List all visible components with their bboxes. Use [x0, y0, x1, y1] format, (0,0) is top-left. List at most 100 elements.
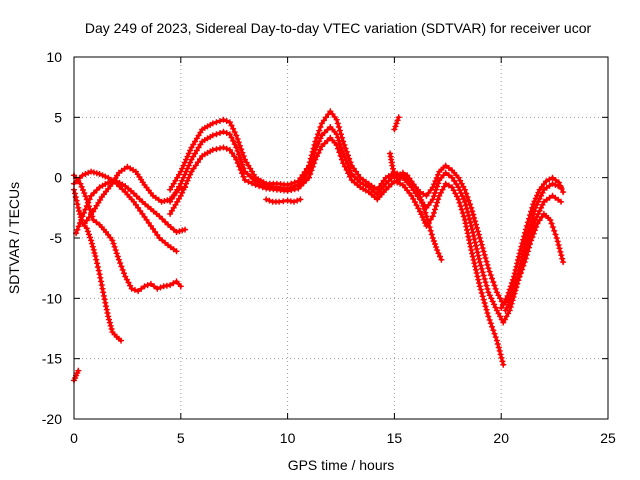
data-point	[233, 156, 240, 163]
data-point	[109, 237, 116, 244]
data-point	[394, 117, 401, 124]
data-point	[141, 283, 148, 290]
data-point	[483, 306, 490, 313]
data-point	[158, 198, 165, 205]
data-point	[335, 124, 342, 130]
data-point	[552, 231, 559, 238]
data-point	[334, 120, 341, 127]
data-point	[455, 196, 462, 203]
data-point	[116, 183, 123, 190]
data-point	[474, 228, 481, 235]
data-point	[483, 258, 490, 265]
data-point	[464, 194, 471, 200]
data-point	[185, 174, 192, 181]
data-point	[432, 241, 438, 247]
x-tick-label: 25	[600, 430, 616, 446]
data-point	[397, 180, 404, 187]
series-layer	[71, 108, 567, 384]
data-point	[467, 201, 473, 208]
data-point	[136, 196, 143, 202]
data-point	[99, 172, 106, 179]
data-point	[263, 196, 270, 203]
data-point	[535, 210, 542, 217]
data-point	[83, 203, 90, 209]
data-point	[496, 347, 503, 354]
data-point	[500, 361, 507, 368]
data-point	[213, 131, 220, 138]
data-point	[90, 169, 97, 176]
y-tick-label: -10	[42, 290, 62, 306]
data-point	[83, 225, 90, 232]
data-point	[147, 280, 154, 287]
data-point	[241, 177, 248, 184]
data-point	[170, 280, 177, 287]
data-point	[78, 183, 85, 190]
chart-title: Day 249 of 2023, Sidereal Day-to-day VTE…	[85, 20, 592, 36]
data-point	[421, 206, 428, 212]
data-point	[397, 173, 404, 180]
data-point	[317, 146, 324, 153]
data-point	[240, 173, 247, 180]
data-point	[190, 165, 197, 172]
data-point	[510, 291, 517, 298]
data-point	[434, 183, 441, 190]
data-point	[335, 145, 341, 152]
data-point	[492, 334, 499, 341]
series-track-9	[167, 134, 507, 368]
y-tick-label: -20	[42, 411, 62, 427]
data-point	[435, 196, 442, 203]
data-point	[395, 177, 402, 184]
data-point	[392, 123, 399, 130]
data-point	[103, 303, 109, 310]
data-point	[88, 240, 95, 247]
data-point	[536, 217, 543, 224]
data-point	[347, 159, 354, 166]
data-point	[482, 255, 489, 262]
data-point	[335, 137, 342, 144]
data-point	[522, 226, 529, 233]
data-point	[74, 226, 81, 233]
data-point	[316, 127, 323, 134]
data-point	[315, 149, 322, 156]
data-point	[507, 298, 514, 305]
data-point	[308, 167, 315, 174]
data-point	[294, 197, 301, 204]
data-point	[473, 221, 479, 228]
data-point	[385, 177, 392, 184]
data-point	[194, 159, 201, 166]
data-point	[154, 285, 161, 292]
data-point	[334, 134, 341, 141]
data-point	[336, 149, 343, 156]
data-point	[128, 285, 135, 292]
data-point	[162, 218, 169, 225]
data-point	[252, 181, 259, 188]
data-point	[333, 116, 340, 123]
data-point	[463, 205, 470, 212]
data-point	[150, 225, 156, 232]
y-tick-label: 5	[54, 109, 62, 125]
data-point	[528, 208, 535, 215]
data-point	[487, 272, 494, 279]
data-point	[442, 180, 449, 187]
data-point	[306, 174, 312, 181]
data-point	[511, 273, 517, 280]
data-point	[442, 162, 449, 169]
data-point	[234, 135, 241, 142]
data-point	[90, 216, 97, 223]
data-point	[423, 213, 430, 220]
series-track-3	[73, 178, 189, 237]
data-point	[77, 180, 84, 187]
series-track-11	[391, 114, 402, 133]
data-point	[511, 270, 518, 277]
data-point	[97, 274, 104, 281]
data-point	[92, 253, 99, 260]
data-point	[399, 169, 406, 176]
data-point	[470, 232, 477, 239]
data-point	[426, 224, 433, 231]
data-point	[471, 260, 478, 267]
data-point	[410, 195, 417, 202]
data-point	[551, 227, 558, 234]
data-point	[427, 227, 434, 234]
data-point	[239, 170, 245, 177]
y-tick-label: -15	[42, 351, 62, 367]
